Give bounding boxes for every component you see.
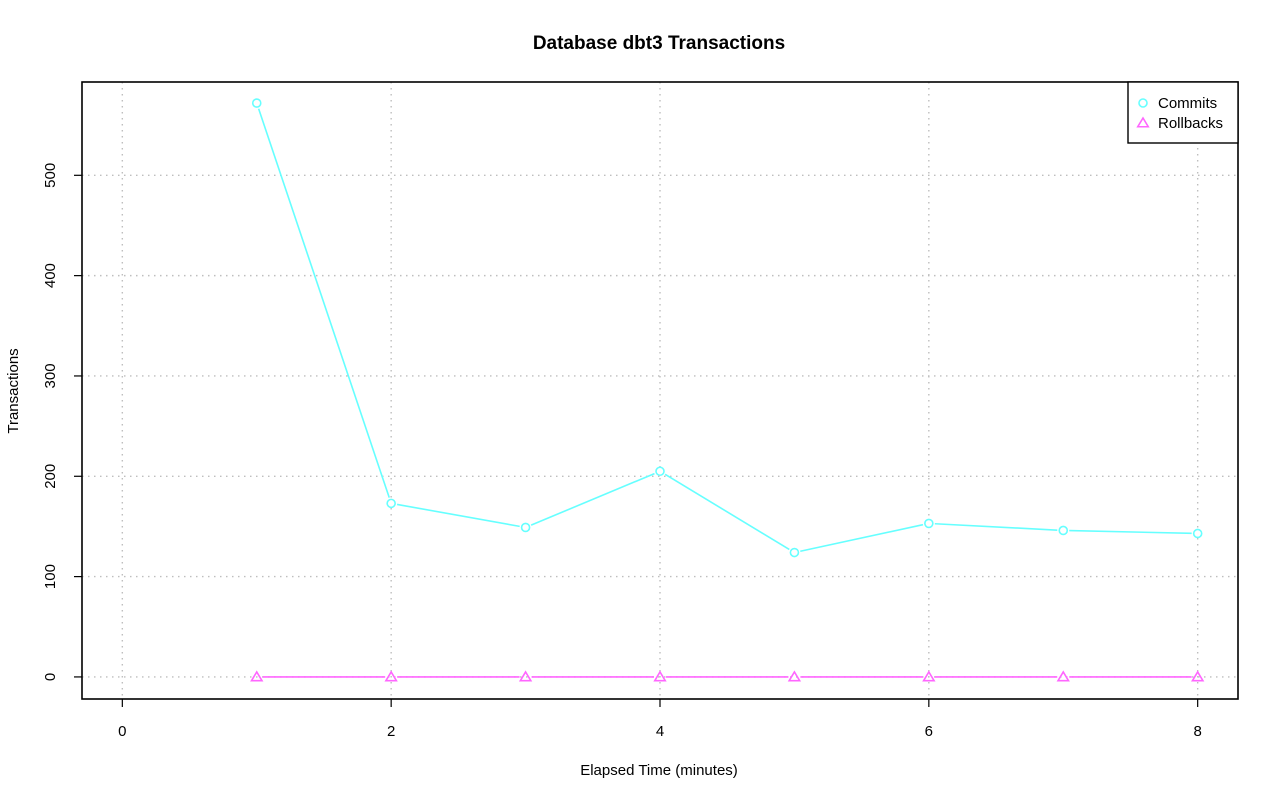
x-tick-label: 8 — [1194, 723, 1202, 740]
x-tick-label: 4 — [656, 723, 664, 740]
commits-point — [386, 498, 396, 509]
commits-point — [655, 466, 665, 477]
data-series — [250, 98, 1205, 682]
rollbacks-point — [787, 670, 802, 682]
x-tick-label: 0 — [118, 723, 126, 740]
y-tick-label: 400 — [42, 263, 59, 288]
series-line-segment — [934, 522, 1058, 531]
y-axis-label: Transactions — [5, 348, 22, 433]
y-tick-label: 0 — [42, 673, 59, 681]
commits-point — [1058, 525, 1069, 536]
legend: Commits Rollbacks — [1127, 81, 1239, 144]
legend-commits-marker — [1138, 98, 1148, 108]
x-tick-label: 2 — [387, 723, 395, 740]
series-rollbacks — [250, 670, 1205, 682]
y-tick-label: 100 — [42, 564, 59, 589]
plot-frame — [81, 81, 1239, 700]
series-line-segment — [530, 472, 655, 526]
series-line-segment — [257, 108, 391, 498]
legend-box — [1127, 81, 1239, 144]
series-line-segment — [664, 473, 790, 551]
legend-rollbacks-label: Rollbacks — [1158, 115, 1223, 132]
rollbacks-point — [250, 670, 264, 682]
y-tick-label: 500 — [42, 163, 59, 188]
rollbacks-point — [518, 670, 533, 682]
x-axis: 0 2 4 6 8 — [118, 699, 1202, 740]
series-line-segment — [1069, 529, 1192, 535]
grid-lines — [82, 82, 1238, 699]
rollbacks-point — [922, 670, 936, 682]
y-tick-label: 300 — [42, 363, 59, 388]
rollbacks-point — [1191, 670, 1205, 682]
commits-point — [520, 522, 531, 533]
series-line-segment — [396, 503, 520, 528]
y-tick-label: 200 — [42, 464, 59, 489]
y-axis: 0 100 200 300 400 500 — [42, 163, 82, 681]
rollbacks-point — [384, 670, 398, 682]
series-commits — [251, 98, 1203, 558]
rollbacks-point — [1056, 670, 1070, 682]
rollbacks-point — [653, 670, 667, 682]
x-axis-label: Elapsed Time (minutes) — [580, 762, 738, 779]
x-tick-label: 6 — [925, 723, 933, 740]
commits-point — [789, 547, 800, 558]
chart-title: Database dbt3 Transactions — [533, 33, 785, 54]
legend-commits-label: Commits — [1158, 95, 1217, 112]
commits-point — [251, 98, 262, 108]
commits-point — [924, 518, 934, 529]
legend-rollbacks-marker — [1136, 116, 1150, 128]
commits-point — [1192, 528, 1203, 539]
series-line-segment — [800, 523, 924, 553]
